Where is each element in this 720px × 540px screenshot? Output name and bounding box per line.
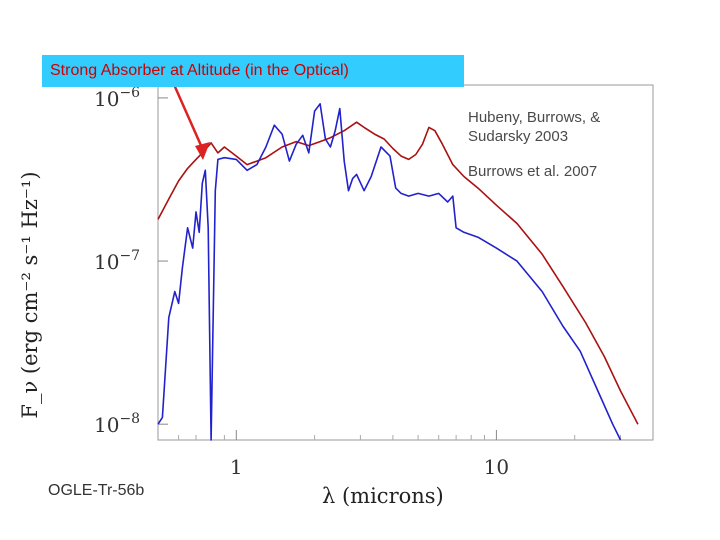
y-axis-label: F_ν (erg cm⁻² s⁻¹ Hz⁻¹) xyxy=(18,171,42,419)
y-tick-label-1: 10−7 xyxy=(94,248,140,274)
y-tick-label-0: 10−6 xyxy=(94,85,140,111)
series-line-1 xyxy=(157,103,622,441)
legend-entry-burrows: Burrows et al. 2007 xyxy=(468,163,598,180)
object-label: OGLE-Tr-56b xyxy=(48,482,145,499)
annotation-callout: Strong Absorber at Altitude (in the Opti… xyxy=(42,55,464,87)
x-axis-label: λ (microns) xyxy=(322,484,444,508)
arrow-line xyxy=(170,79,205,151)
legend-entry-hubeny: Hubeny, Burrows, & Sudarsky 2003 xyxy=(468,109,601,145)
y-tick-label-2: 10−8 xyxy=(94,411,140,437)
callout-arrow xyxy=(170,79,210,160)
axis-ticks: 1 10 10−6 10−7 10−8 xyxy=(94,85,622,479)
series-line-0 xyxy=(157,121,639,425)
x-tick-label-0: 1 xyxy=(230,455,243,479)
arrow-head xyxy=(195,142,210,160)
series-layer xyxy=(157,103,639,441)
x-tick-label-1: 10 xyxy=(484,455,509,479)
